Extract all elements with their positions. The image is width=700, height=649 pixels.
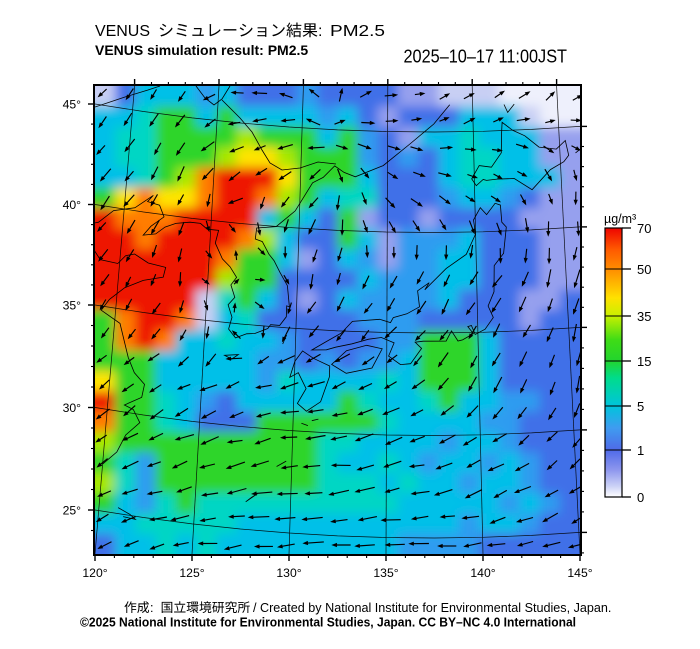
svg-text:45°: 45° <box>63 98 82 112</box>
svg-text:40°: 40° <box>63 198 82 212</box>
svg-text:25°: 25° <box>63 504 82 518</box>
svg-text:120°: 120° <box>82 566 107 580</box>
svg-text:15: 15 <box>637 354 651 369</box>
svg-text:VENUS simulation result: PM2.5: VENUS simulation result: PM2.5 <box>95 42 308 58</box>
svg-text:140°: 140° <box>470 566 495 580</box>
svg-text:35°: 35° <box>63 299 82 313</box>
svg-text:PM2.5: PM2.5 <box>330 23 385 40</box>
svg-text:©2025 National Institute for E: ©2025 National Institute for Environment… <box>80 615 576 630</box>
svg-text:0: 0 <box>637 490 644 505</box>
svg-text:5: 5 <box>637 399 644 414</box>
svg-text:/ Created by National Institut: / Created by National Institute for Envi… <box>253 601 611 615</box>
svg-text:35: 35 <box>637 309 651 324</box>
svg-text:135°: 135° <box>373 566 398 580</box>
svg-text:130°: 130° <box>276 566 301 580</box>
svg-text:VENUS: VENUS <box>95 23 150 40</box>
svg-text:70: 70 <box>637 221 651 236</box>
svg-text:2025–10–17 11:00JST: 2025–10–17 11:00JST <box>404 47 568 67</box>
svg-text:µg/m³: µg/m³ <box>604 212 636 226</box>
svg-text:30°: 30° <box>63 401 82 415</box>
svg-text:50: 50 <box>637 262 651 277</box>
svg-text::: : <box>150 601 154 615</box>
svg-text:145°: 145° <box>567 566 592 580</box>
svg-text:125°: 125° <box>179 566 204 580</box>
svg-text::: : <box>318 23 322 40</box>
svg-text:1: 1 <box>637 443 644 458</box>
